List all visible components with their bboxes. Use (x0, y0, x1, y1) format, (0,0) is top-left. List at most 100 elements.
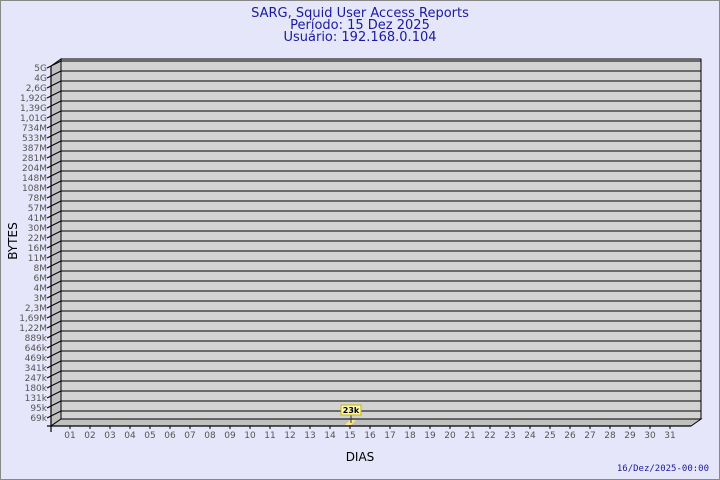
x-tick-label: 30 (644, 431, 656, 441)
x-tick-label: 29 (624, 431, 636, 441)
x-tick-label: 15 (344, 431, 355, 441)
y-tick (46, 140, 62, 149)
y-tick-label: 5G (34, 64, 47, 74)
x-tick-label: 09 (224, 431, 236, 441)
y-tick (46, 320, 62, 329)
y-tick (46, 340, 62, 349)
y-tick (46, 150, 62, 159)
y-tick-label: 41M (28, 214, 47, 224)
x-tick-label: 27 (584, 431, 595, 441)
x-tick-label: 25 (544, 431, 555, 441)
y-axis-label: BYTES (6, 222, 20, 259)
y-tick (46, 300, 62, 309)
x-tick-label: 06 (164, 431, 176, 441)
y-tick-label: 2,6G (26, 84, 47, 94)
y-tick (46, 190, 62, 199)
y-tick-label: 533M (22, 134, 47, 144)
y-tick (46, 170, 62, 179)
y-tick-label: 281M (22, 154, 47, 164)
y-tick (46, 130, 62, 139)
x-tick-label: 18 (404, 431, 416, 441)
y-tick-label: 8M (34, 264, 48, 274)
x-tick-label: 12 (284, 431, 295, 441)
y-tick (46, 90, 62, 99)
y-tick (46, 310, 62, 319)
footer-timestamp: 16/Dez/2025-00:00 (617, 464, 709, 474)
chart-title: SARG, Squid User Access Reports (251, 6, 469, 21)
x-tick-label: 07 (184, 431, 195, 441)
y-tick (46, 60, 62, 69)
y-tick (46, 290, 62, 299)
y-tick-label: 469k (25, 354, 48, 364)
x-tick-label: 22 (484, 431, 495, 441)
y-tick (46, 410, 62, 419)
x-tick-label: 24 (524, 431, 536, 441)
y-tick (46, 220, 62, 229)
y-tick-label: 889k (25, 334, 48, 344)
y-tick (46, 70, 62, 79)
x-tick-label: 08 (204, 431, 216, 441)
y-tick-label: 95k (30, 404, 47, 414)
y-tick (46, 330, 62, 339)
y-tick-label: 57M (28, 204, 47, 214)
data-label: 23k (343, 406, 360, 415)
plot-back-wall (60, 58, 702, 420)
y-tick (46, 200, 62, 209)
x-tick-label: 03 (104, 431, 115, 441)
x-tick-label: 13 (304, 431, 315, 441)
y-tick (46, 380, 62, 389)
x-axis-label: DIAS (346, 450, 375, 464)
y-tick-label: 16M (28, 244, 47, 254)
y-tick-label: 1,22M (19, 324, 47, 334)
y-tick (46, 270, 62, 279)
y-tick (46, 260, 62, 269)
chart-subtitle-user: Usuário: 192.168.0.104 (283, 30, 436, 45)
x-tick-label: 23 (504, 431, 515, 441)
y-tick (46, 100, 62, 109)
y-tick-label: 387M (22, 144, 47, 154)
y-tick-label: 180k (25, 384, 48, 394)
y-tick (46, 230, 62, 239)
y-tick (46, 120, 62, 129)
y-tick (46, 110, 62, 119)
y-tick (46, 160, 62, 169)
y-tick (46, 350, 62, 359)
x-tick-label: 16 (364, 431, 376, 441)
y-tick (46, 80, 62, 89)
y-tick-label: 3M (34, 294, 48, 304)
y-tick-label: 30M (28, 224, 47, 234)
plot-floor (49, 418, 703, 427)
y-tick-label: 341k (25, 364, 48, 374)
x-tick-label: 19 (424, 431, 436, 441)
y-tick-label: 1,01G (20, 114, 47, 124)
y-tick (46, 210, 62, 219)
x-tick-label: 14 (324, 431, 336, 441)
y-tick-label: 734M (22, 124, 47, 134)
y-tick-label: 1,92G (20, 94, 47, 104)
y-tick (46, 180, 62, 189)
x-tick-label: 21 (464, 431, 475, 441)
y-tick (46, 280, 62, 289)
x-tick-label: 11 (264, 431, 275, 441)
y-tick (46, 360, 62, 369)
y-tick (46, 250, 62, 259)
x-tick-label: 02 (84, 431, 95, 441)
y-tick-label: 11M (28, 254, 47, 264)
y-tick-label: 108M (22, 184, 47, 194)
y-tick-label: 78M (28, 194, 47, 204)
x-tick-label: 10 (244, 431, 256, 441)
chart-subtitle-period: Período: 15 Dez 2025 (290, 18, 430, 33)
y-tick-label: 4G (34, 74, 47, 84)
y-tick-label: 1,69M (19, 314, 47, 324)
data-label-box (340, 404, 362, 416)
y-tick-label: 1,39G (20, 104, 47, 114)
x-tick-label: 28 (604, 431, 616, 441)
x-tick-label: 04 (124, 431, 136, 441)
y-tick (46, 370, 62, 379)
y-tick-label: 148M (22, 174, 47, 184)
x-tick-label: 31 (664, 431, 675, 441)
y-tick-label: 247k (25, 374, 48, 384)
x-tick-label: 20 (444, 431, 456, 441)
